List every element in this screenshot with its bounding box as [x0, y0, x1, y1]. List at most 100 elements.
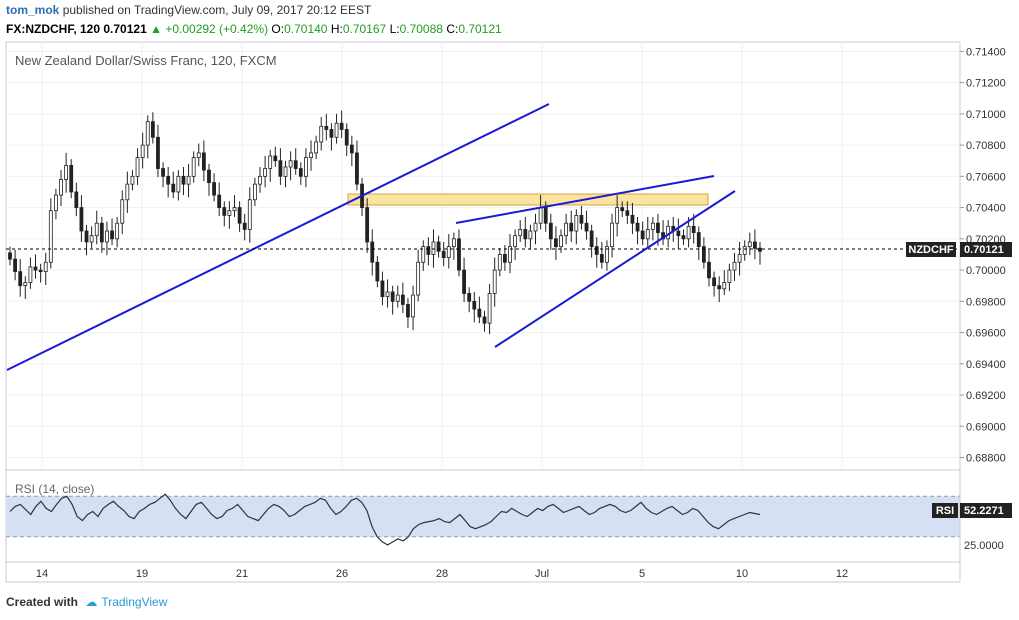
- candle-body: [324, 125, 329, 130]
- candle-body: [416, 261, 421, 296]
- candle-body: [278, 160, 283, 177]
- last-price: 0.70121: [103, 22, 147, 36]
- candle-body: [84, 230, 89, 243]
- trendline-long[interactable]: [6, 103, 550, 371]
- trendline-channel-bottom[interactable]: [494, 190, 736, 348]
- candle-body: [518, 229, 523, 237]
- candle-body: [559, 235, 563, 248]
- x-tick-label: 26: [336, 568, 348, 580]
- close-value: 0.70121: [458, 22, 502, 36]
- candle-body: [502, 254, 507, 263]
- candle-body: [727, 269, 732, 283]
- candle-body: [370, 241, 375, 263]
- y-tick-label: 0.71200: [966, 78, 1006, 90]
- rsi-value: 52.2271: [964, 505, 1004, 517]
- y-tick-label: 0.68800: [966, 453, 1006, 465]
- candle-body: [543, 207, 548, 224]
- y-tick-label: 0.69400: [966, 359, 1006, 371]
- candle-body: [523, 229, 528, 240]
- candle-body: [569, 222, 574, 232]
- candle-body: [268, 155, 273, 169]
- candle-body: [176, 175, 181, 193]
- y-tick-label: 0.70600: [966, 171, 1006, 183]
- candle-body: [385, 291, 390, 298]
- candle-body: [605, 246, 609, 263]
- candle-body: [395, 294, 400, 302]
- candle-body: [13, 258, 18, 273]
- candle-body: [222, 207, 227, 216]
- candle-body: [574, 214, 579, 232]
- candle-body: [462, 269, 466, 294]
- candle-body: [426, 246, 431, 255]
- tradingview-logo-icon[interactable]: ☁: [85, 595, 98, 609]
- main-pane[interactable]: [5, 41, 961, 471]
- candle-body: [650, 222, 655, 230]
- chart-title: New Zealand Dollar/Swiss Franc, 120, FXC…: [15, 53, 277, 68]
- x-tick-label: 21: [236, 568, 248, 580]
- time-axis[interactable]: [5, 561, 961, 583]
- x-tick-label: 14: [36, 568, 48, 580]
- up-arrow-icon: ▲: [150, 22, 162, 36]
- candle-body: [411, 294, 415, 318]
- symbol-tag: [906, 242, 956, 257]
- candle-body: [135, 157, 140, 177]
- candle-body: [457, 238, 461, 271]
- candle-body: [212, 182, 216, 196]
- created-with-label: Created with: [6, 595, 79, 609]
- candle-body: [406, 304, 410, 318]
- candle-body: [38, 269, 43, 273]
- candle-body: [18, 271, 23, 287]
- candle-body: [242, 222, 247, 230]
- author-link[interactable]: tom_mok: [6, 3, 60, 17]
- candle-body: [309, 152, 313, 158]
- candle-body: [752, 241, 757, 249]
- candle-body: [421, 246, 426, 263]
- resistance-zone[interactable]: [347, 193, 709, 206]
- candle-body: [375, 261, 380, 282]
- candle-body: [227, 210, 232, 216]
- y-tick-label: 0.69200: [966, 390, 1006, 402]
- candle-body: [436, 241, 441, 252]
- y-tick-label: 0.69600: [966, 328, 1006, 340]
- candle-body: [451, 238, 456, 248]
- candle-body: [492, 269, 497, 294]
- candle-body: [105, 230, 109, 243]
- candle-body: [645, 229, 650, 240]
- candle-body: [579, 214, 584, 224]
- x-tick-label: 10: [736, 568, 748, 580]
- candle-body: [196, 152, 201, 158]
- candle-body: [207, 169, 211, 183]
- y-tick-label: 0.71000: [966, 109, 1006, 121]
- candle-body: [747, 241, 752, 248]
- x-tick-label: 5: [639, 568, 645, 580]
- candle-body: [329, 129, 334, 138]
- candle-body: [339, 122, 344, 130]
- candle-body: [186, 175, 191, 185]
- candle-body: [446, 246, 451, 258]
- candle-series: [8, 110, 762, 335]
- price-tag: [960, 242, 1012, 257]
- candle-body: [513, 235, 518, 248]
- candle-body: [64, 165, 69, 180]
- candle-body: [125, 183, 130, 201]
- candle-body: [355, 152, 359, 185]
- high-label: H:: [330, 22, 343, 36]
- candle-body: [23, 282, 28, 287]
- candle-body: [334, 122, 339, 138]
- candle-body: [79, 207, 84, 232]
- trendline-channel-top[interactable]: [455, 175, 715, 224]
- tradingview-brand[interactable]: TradingView: [101, 595, 168, 609]
- candle-body: [115, 222, 120, 240]
- candle-body: [487, 293, 492, 324]
- candle-body: [380, 280, 385, 298]
- symbol-interval: FX:NZDCHF, 120: [6, 22, 101, 36]
- candle-body: [263, 168, 268, 177]
- candle-body: [584, 222, 589, 232]
- candle-body: [156, 136, 160, 169]
- candle-body: [538, 207, 543, 224]
- close-label: C:: [446, 22, 459, 36]
- candle-body: [48, 210, 53, 263]
- candle-body: [232, 207, 237, 212]
- candle-body: [508, 246, 512, 263]
